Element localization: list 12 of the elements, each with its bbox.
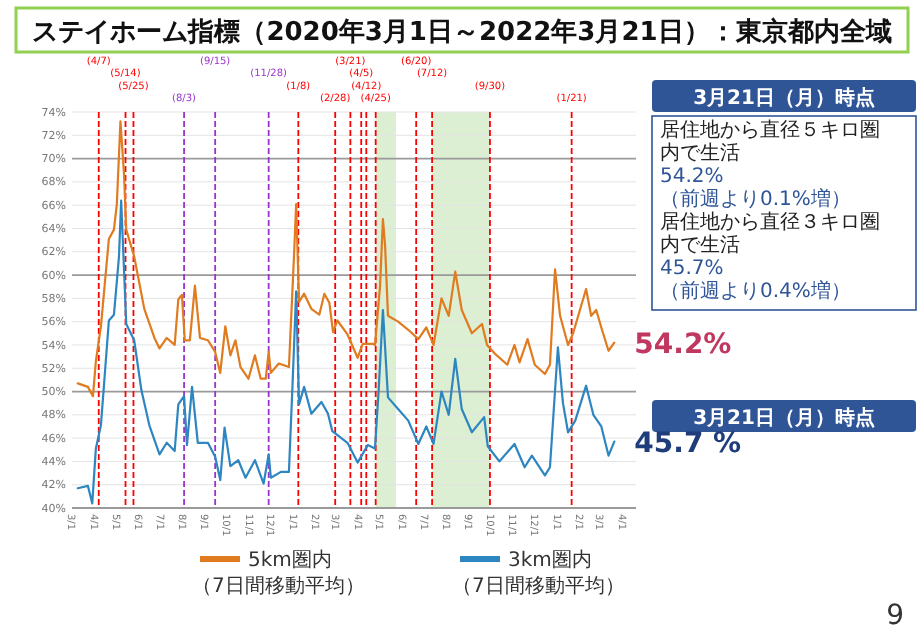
- text: 9: [886, 600, 904, 632]
- legend-label: 3km圏内（7日間移動平均）: [452, 548, 625, 598]
- text: 45.7%（前週より0.4%増）: [660, 258, 851, 303]
- chart-title: ステイホーム指標（2020年3月1日～2022年3月21日）：東京都内全域: [32, 16, 892, 48]
- annotation: 45.7 %: [634, 427, 742, 460]
- text: 3月21日（月）時点: [693, 86, 875, 110]
- text: 居住地から直径５キロ圏内で生活: [660, 118, 880, 165]
- annotation: 54.2%: [634, 328, 732, 361]
- text: 3月21日（月）時点: [693, 406, 875, 430]
- legend-label: 5km圏内（7日間移動平均）: [192, 548, 365, 598]
- text: 居住地から直径３キロ圏内で生活: [660, 210, 880, 257]
- text: 54.2%（前週より0.1%増）: [660, 166, 851, 211]
